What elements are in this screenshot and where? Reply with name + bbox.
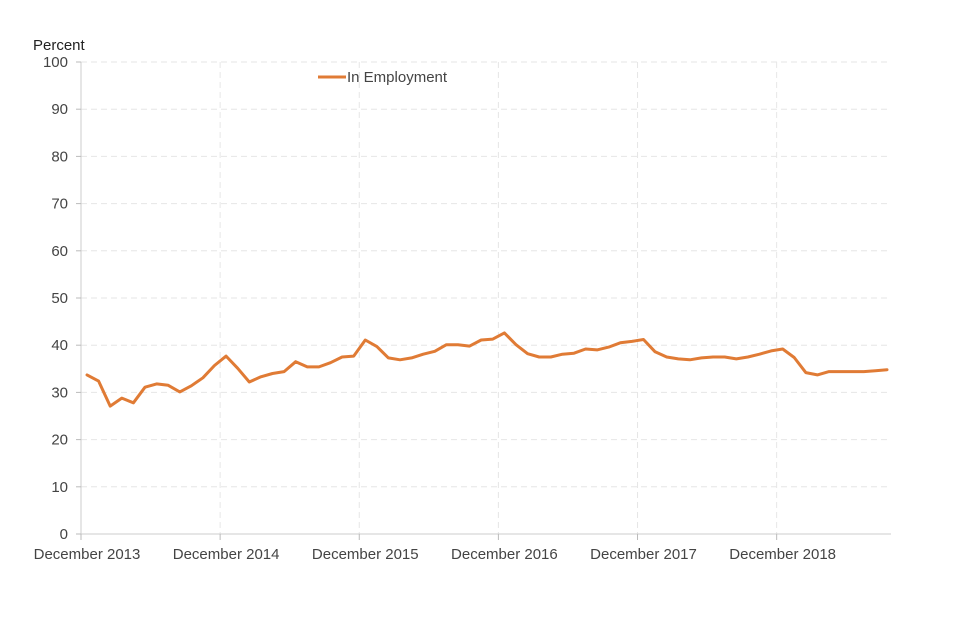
x-tick-label: December 2013 [34,546,141,563]
y-tick-label: 90 [51,101,68,118]
x-tick-label: December 2016 [451,546,558,563]
y-tick-label: 50 [51,290,68,307]
y-tick-label: 70 [51,196,68,213]
legend: In Employment [318,69,448,86]
y-tick-label: 100 [43,54,68,71]
y-tick-label: 10 [51,479,68,496]
legend-label-in-employment: In Employment [347,69,448,86]
x-tick-label: December 2017 [590,546,697,563]
y-tick-label: 20 [51,432,68,449]
series-line-in-employment [85,331,889,408]
y-tick-label: 40 [51,337,68,354]
y-tick-label: 0 [60,526,68,543]
x-tick-label: December 2014 [173,546,280,563]
grid-lines [81,61,891,534]
y-tick-label: 60 [51,243,68,260]
y-axis-title: Percent [33,37,86,54]
x-tick-label: December 2015 [312,546,419,563]
y-tick-label: 80 [51,148,68,165]
series-lines [85,331,889,408]
x-axis-ticks: December 2013 December 2014 December 2015 D… [34,534,836,563]
y-axis-ticks: 0 10 20 30 40 50 60 70 80 90 100 [43,54,81,543]
y-tick-label: 30 [51,384,68,401]
x-tick-label: December 2018 [729,546,836,563]
